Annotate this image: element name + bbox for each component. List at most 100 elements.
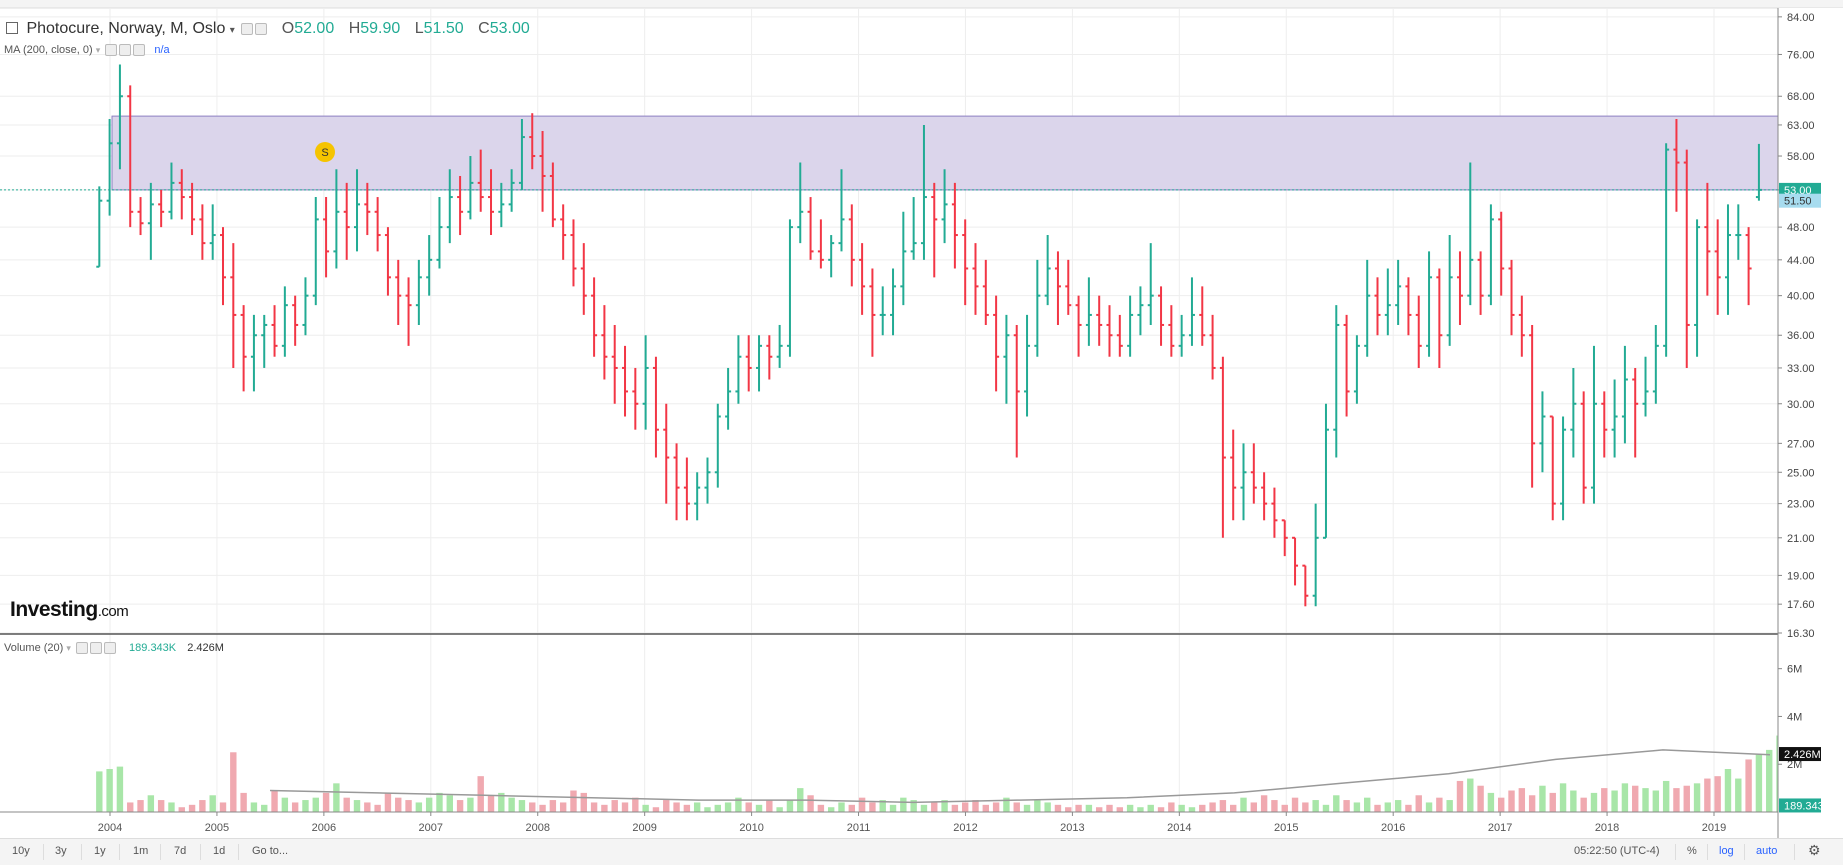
volume-bar — [1116, 807, 1124, 812]
volume-bar — [498, 792, 505, 812]
volume-bar — [879, 800, 886, 812]
range-button-3y[interactable]: 3y — [55, 845, 67, 857]
percent-toggle[interactable]: % — [1687, 845, 1697, 857]
volume-bar — [199, 800, 206, 812]
volume-bar — [1415, 795, 1422, 812]
gear-icon[interactable] — [255, 22, 268, 35]
ohlc-bar — [415, 259, 422, 325]
volume-bar — [889, 804, 897, 812]
close-icon[interactable] — [103, 642, 116, 655]
ohlc-bar — [1054, 251, 1061, 325]
volume-bar — [1333, 795, 1340, 812]
ohlc-bar — [766, 335, 773, 380]
volume-bar — [1735, 778, 1742, 812]
eye-icon[interactable] — [75, 642, 88, 655]
ohlc-bar — [1013, 324, 1020, 458]
symbol-title[interactable]: Photocure, Norway, M, Oslo — [26, 20, 226, 37]
ohlc-bar — [1322, 403, 1329, 539]
dropdown-icon[interactable]: ▾ — [95, 45, 101, 55]
y-tick-label: 76.00 — [1787, 49, 1815, 61]
ohlc-bar — [271, 305, 278, 357]
ohlc-bar — [1621, 345, 1628, 444]
log-toggle[interactable]: log — [1719, 845, 1734, 857]
range-button-1y[interactable]: 1y — [94, 845, 106, 857]
volume-bar — [817, 804, 825, 812]
volume-bar — [518, 800, 526, 812]
ohlc-bar — [1168, 305, 1175, 357]
gear-icon[interactable] — [89, 642, 102, 655]
volume-bar — [395, 797, 402, 812]
collapse-icon[interactable] — [6, 21, 18, 34]
ohlc-bar — [178, 169, 185, 220]
divider — [119, 844, 120, 860]
ohlc-bar — [189, 182, 196, 236]
ohlc-bar — [230, 243, 237, 368]
volume-bar — [1528, 795, 1536, 812]
ohlc-bar — [817, 219, 824, 269]
event-marker-circle[interactable] — [315, 142, 335, 162]
volume-tick-label: 6M — [1787, 664, 1802, 676]
indicator-label[interactable]: MA (200, close, 0) — [4, 44, 93, 56]
x-tick-label: 2018 — [1595, 822, 1619, 834]
eye-icon[interactable] — [105, 44, 118, 57]
volume-bar — [312, 797, 319, 812]
range-button-7d[interactable]: 7d — [174, 845, 187, 857]
ohlc-bar — [1611, 379, 1618, 458]
dropdown-icon[interactable]: ▾ — [229, 25, 235, 36]
close-icon[interactable] — [133, 44, 146, 57]
ohlc-bar — [890, 268, 897, 336]
divider — [43, 844, 44, 860]
open-label: O — [281, 20, 295, 37]
x-tick-label: 2019 — [1702, 822, 1726, 834]
ohlc-bar — [1487, 204, 1494, 306]
range-button-1m[interactable]: 1m — [133, 845, 149, 857]
goto-button[interactable]: Go to... — [252, 845, 289, 857]
volume-bar — [1632, 785, 1639, 812]
range-button-10y[interactable]: 10y — [12, 845, 30, 857]
x-tick-label: 2011 — [847, 822, 871, 834]
ohlc-bar — [1436, 268, 1443, 368]
resistance-zone[interactable] — [0, 115, 1779, 191]
volume-bar — [477, 776, 484, 812]
ohlc-bar — [1147, 243, 1154, 325]
ohlc-bar — [1405, 277, 1412, 336]
divider — [1744, 844, 1745, 860]
volume-bar — [1601, 788, 1608, 812]
ohlc-bar — [1673, 119, 1680, 212]
volume-bar — [673, 802, 680, 812]
y-tick-label: 63.00 — [1787, 120, 1815, 132]
event-marker-label[interactable]: S — [321, 147, 328, 159]
ohlc-bar — [1529, 324, 1536, 488]
ohlc-bar — [1116, 314, 1123, 357]
gear-icon[interactable]: ⚙ — [1808, 842, 1821, 858]
gear-icon[interactable] — [119, 44, 132, 57]
ohlc-bar — [1209, 314, 1216, 380]
ohlc-bar — [1178, 314, 1185, 357]
volume-bar — [1343, 800, 1350, 812]
y-axis-bg — [1778, 8, 1843, 838]
range-button-1d[interactable]: 1d — [213, 845, 226, 857]
ohlc-bar — [900, 211, 907, 306]
volume-bar — [621, 802, 629, 812]
volume-bar — [1013, 802, 1020, 812]
volume-bar — [137, 800, 144, 812]
volume-bar — [1085, 804, 1093, 812]
volume-current-badge: 189.343K — [1784, 800, 1832, 812]
volume-bar — [910, 800, 917, 812]
dropdown-icon[interactable]: ▾ — [66, 643, 71, 653]
y-tick-label: 27.00 — [1787, 438, 1815, 450]
event-marker[interactable]: S — [315, 142, 335, 162]
auto-toggle[interactable]: auto — [1756, 845, 1778, 857]
volume-bar — [425, 797, 433, 812]
ohlc-bar — [951, 182, 958, 269]
eye-icon[interactable] — [241, 22, 254, 35]
ohlc-bar — [1632, 367, 1639, 458]
ohlc-bar — [539, 130, 546, 212]
ohlc-bar — [1426, 251, 1433, 357]
volume-bar — [1683, 785, 1690, 812]
ohlc-bar — [1518, 295, 1525, 357]
volume-bar — [96, 771, 103, 812]
ohlc-bar — [694, 472, 701, 521]
volume-label[interactable]: Volume (20) — [4, 642, 64, 654]
